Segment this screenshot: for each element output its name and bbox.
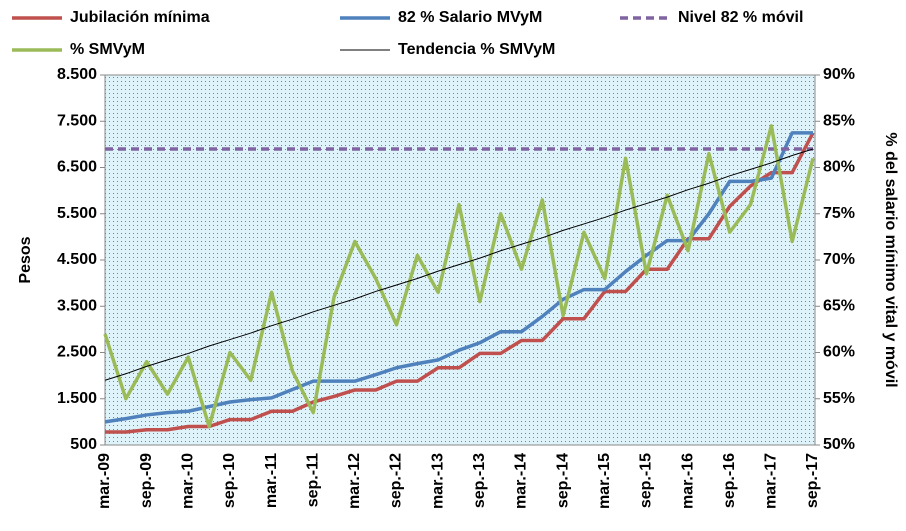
y-tick-label: 500 <box>70 436 97 453</box>
y-tick-label: 6.500 <box>57 159 97 176</box>
x-tick-label: mar.-12 <box>346 453 363 509</box>
legend-label: 82 % Salario MVyM <box>398 9 542 26</box>
x-tick-label: mar.-15 <box>596 453 613 509</box>
x-tick-label: mar.-11 <box>263 453 280 508</box>
y-tick-label: 7.500 <box>57 112 97 129</box>
x-tick-label: sep.-17 <box>804 453 821 508</box>
y2-tick-label: 55% <box>823 390 855 407</box>
x-tick-label: mar.-13 <box>429 453 446 509</box>
x-tick-label: sep.-14 <box>554 453 571 508</box>
y2-axis-label: % del salario mínimo vital y móvil <box>882 132 899 387</box>
y-tick-label: 1.500 <box>57 390 97 407</box>
x-tick-label: mar.-16 <box>679 453 696 509</box>
y2-tick-label: 75% <box>823 205 855 222</box>
y-tick-label: 5.500 <box>57 205 97 222</box>
y2-tick-label: 65% <box>823 297 855 314</box>
x-tick-label: sep.-11 <box>304 453 321 507</box>
y-tick-label: 4.500 <box>57 251 97 268</box>
y2-tick-label: 50% <box>823 436 855 453</box>
y2-tick-label: 90% <box>823 66 855 83</box>
series-line <box>104 148 814 381</box>
x-tick-label: mar.-09 <box>96 453 113 509</box>
x-tick-label: sep.-09 <box>138 453 155 508</box>
y-tick-label: 3.500 <box>57 297 97 314</box>
legend-label: Jubilación mínima <box>70 9 210 26</box>
y2-tick-label: 85% <box>823 112 855 129</box>
x-tick-label: sep.-16 <box>721 453 738 508</box>
legend-label: Nivel 82 % móvil <box>678 9 803 26</box>
y-tick-label: 2.500 <box>57 344 97 361</box>
y2-tick-label: 70% <box>823 251 855 268</box>
x-tick-label: mar.-10 <box>180 453 197 509</box>
x-tick-label: sep.-12 <box>388 453 405 508</box>
y2-tick-label: 60% <box>823 344 855 361</box>
plot-area <box>104 74 816 446</box>
y-tick-label: 8.500 <box>57 66 97 83</box>
y2-tick-label: 80% <box>823 159 855 176</box>
x-tick-label: mar.-14 <box>513 453 530 509</box>
legend-label: % SMVyM <box>70 41 145 58</box>
series-line <box>105 132 815 434</box>
series-line <box>104 131 813 424</box>
y-axis-label: Pesos <box>17 236 34 283</box>
x-tick-label: mar.-17 <box>763 453 780 509</box>
series-line <box>103 124 815 429</box>
x-tick-label: sep.-13 <box>471 453 488 508</box>
legend-label: Tendencia % SMVyM <box>398 41 555 58</box>
x-tick-label: sep.-15 <box>638 453 655 508</box>
x-tick-label: sep.-10 <box>221 453 238 508</box>
